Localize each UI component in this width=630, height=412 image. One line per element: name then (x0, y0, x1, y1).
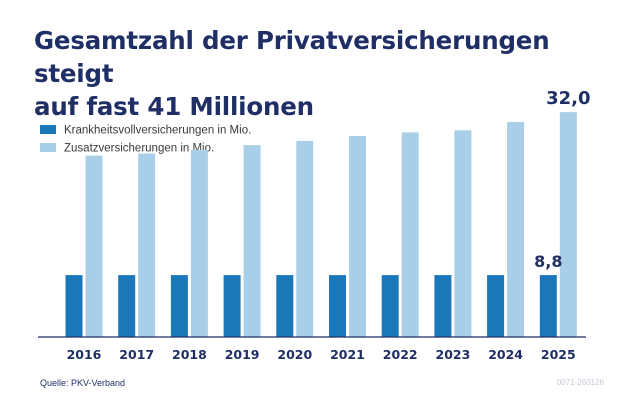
bar-zusatzversicherungen-2018 (190, 150, 208, 337)
legend-label-zusatzversicherungen: Zusatzversicherungen in Mio. (64, 143, 214, 155)
x-tick-label-2024: 2024 (488, 347, 523, 362)
bar-krankheitsvollversicherungen-2023 (434, 275, 452, 337)
bar-krankheitsvollversicherungen-2017 (118, 275, 136, 337)
data-labels: 8,8 32,0 (534, 88, 590, 271)
bar-zusatzversicherungen-2021 (349, 136, 366, 337)
bar-krankheitsvollversicherungen-2016 (65, 275, 83, 337)
x-tick-label-2025: 2025 (541, 347, 576, 362)
x-tick-label-2017: 2017 (119, 347, 154, 362)
bar-krankheitsvollversicherungen-2018 (170, 275, 188, 337)
x-tick-label-2022: 2022 (383, 347, 418, 362)
legend-label-krankheitsvollversicherungen: Krankheitsvollversicherungen in Mio. (64, 125, 251, 137)
x-tick-label-2021: 2021 (330, 347, 365, 362)
bar-krankheitsvollversicherungen-2024 (487, 275, 505, 337)
bar-zusatzversicherungen-2024 (507, 121, 525, 338)
chart-title-line-1: Gesamtzahl der Privatversicherungen stei… (34, 26, 550, 88)
bar-zusatzversicherungen-2017 (138, 153, 156, 337)
x-tick-label-2018: 2018 (172, 347, 207, 362)
bar-zusatzversicherungen-2016 (85, 155, 103, 337)
data-label-krankheitsvollversicherungen-2025: 8,8 (534, 252, 562, 271)
x-tick-label-2020: 2020 (277, 347, 312, 362)
data-label-zusatzversicherungen-2025: 32,0 (546, 88, 590, 109)
x-axis-tick-labels: 2016 2017 2018 2019 2020 2021 2022 2023 2024 2025 (67, 347, 576, 362)
legend-swatch-zusatzversicherungen (40, 143, 56, 152)
bar-krankheitsvollversicherungen-2019 (223, 275, 241, 337)
bar-zusatzversicherungen-2022 (401, 132, 419, 337)
bar-zusatzversicherungen-2019 (243, 145, 261, 337)
bar-krankheitsvollversicherungen-2022 (381, 275, 399, 337)
chart-code: 0071-260126 (556, 378, 604, 387)
bar-krankheitsvollversicherungen-2020 (276, 275, 294, 337)
legend-swatch-krankheitsvollversicherungen (40, 125, 56, 134)
bar-krankheitsvollversicherungen-2021 (329, 275, 346, 337)
bar-zusatzversicherungen-2020 (296, 140, 314, 337)
x-tick-label-2023: 2023 (436, 347, 471, 362)
x-tick-label-2019: 2019 (225, 347, 260, 362)
bars-group (65, 112, 577, 338)
bar-zusatzversicherungen-2025 (559, 112, 577, 337)
bar-krankheitsvollversicherungen-2025 (539, 275, 557, 337)
legend: Krankheitsvollversicherungen in Mio. Zus… (40, 125, 251, 155)
chart-title-line-2: auf fast 41 Millionen (34, 92, 314, 121)
x-tick-label-2016: 2016 (67, 347, 102, 362)
chart-title: Gesamtzahl der Privatversicherungen stei… (34, 24, 614, 123)
source-note: Quelle: PKV-Verband (40, 378, 126, 388)
bar-zusatzversicherungen-2023 (454, 130, 472, 337)
